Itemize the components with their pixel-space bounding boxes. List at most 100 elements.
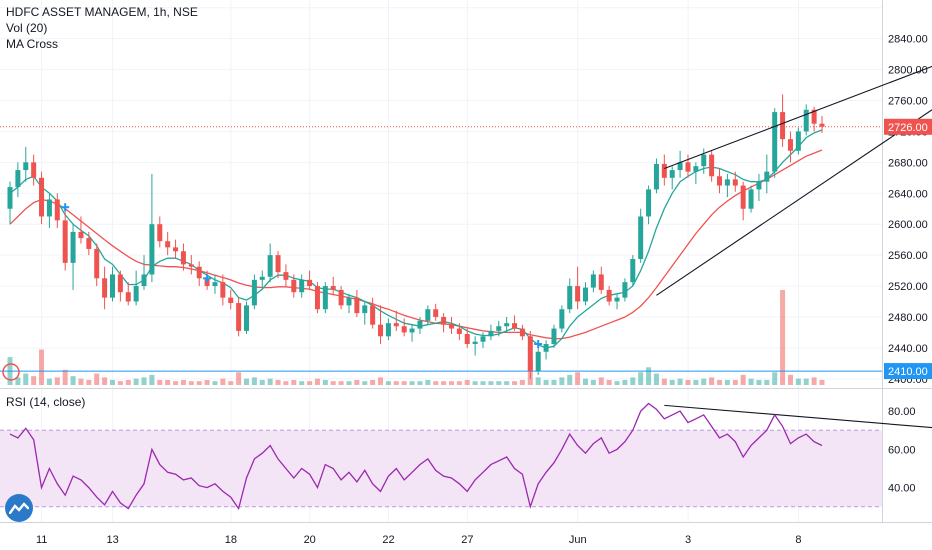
volume-bar [795,378,801,385]
trendline [664,404,932,429]
volume-bar [385,381,391,385]
volume-bar [39,349,45,385]
volume-bar [622,379,628,385]
volume-bar [480,381,486,385]
candle-body [244,305,250,331]
candle-body [165,241,171,248]
rsi-tick-label: 40.00 [888,483,916,495]
candle-body [86,238,92,249]
volume-bar [378,377,384,385]
volume-bar [417,381,423,385]
time-tick-label: 18 [225,534,237,546]
candle-body [512,323,518,329]
price-tick-label: 2600.00 [888,219,928,231]
symbol-title[interactable]: HDFC ASSET MANAGEM, 1h, NSE [6,5,198,19]
ma-cross-marker [534,340,543,349]
candle-body [275,255,281,273]
volume-bar [803,378,809,385]
candle-body [811,109,817,124]
volume-bar [582,378,588,385]
candle-body [740,185,746,209]
level-badge-text: 2410.00 [888,366,928,378]
candle-body [464,333,470,345]
candle-body [488,330,494,337]
volume-bar [441,381,447,385]
volume-bar [267,378,273,385]
ma-cross-marker [61,203,70,212]
ma-cross-marker [203,274,212,283]
candle-body [322,286,328,310]
candle-body [70,231,76,263]
volume-bar [173,381,179,385]
last-price-badge-text: 2726.00 [888,122,928,134]
volume-bar [488,381,494,385]
volume-bar [322,379,328,385]
rsi-indicator-label[interactable]: RSI (14, close) [6,395,86,409]
candle-body [732,179,738,186]
candle-body [441,316,447,325]
volume-bar [283,381,289,385]
candle-body [393,323,399,327]
volume-bar [551,379,557,385]
volume-bar [630,377,636,385]
candle-body [543,344,549,352]
candle-body [456,328,462,334]
candle-body [180,251,186,265]
last-price-badge-bg [884,118,932,135]
candle-body [724,179,730,186]
time-tick-label: Jun [569,534,587,546]
volume-bar [70,376,76,385]
volume-bar [724,379,730,385]
candle-body [717,176,723,186]
volume-bar [661,378,667,385]
candle-body [362,305,368,314]
trendline [664,65,932,170]
candle-body [709,154,715,177]
candle-body [173,247,179,252]
volume-bar [614,381,620,385]
volume-bar [102,377,108,385]
volume-bar [78,378,84,385]
candle-body [669,170,675,178]
time-tick-label: 27 [461,534,473,546]
price-tick-label: 2560.00 [888,250,928,262]
volume-bar [669,379,675,385]
candle-body [149,224,155,275]
candle-body [582,287,588,302]
price-tick-label: 2760.00 [888,96,928,108]
candle-body [299,279,305,293]
price-tick-label: 2840.00 [888,34,928,46]
candle-body [385,323,391,337]
volume-indicator-label[interactable]: Vol (20) [6,21,48,35]
volume-bar [448,381,454,385]
level-badge-bg [884,363,932,380]
candle-body [417,320,423,329]
tradingview-logo-icon[interactable] [5,494,33,522]
volume-bar [456,381,462,385]
volume-bar [330,381,336,385]
candle-body [141,274,147,287]
volume-bar [504,381,510,385]
volume-bar [567,374,573,385]
candle-body [787,139,793,151]
time-tick-label: 22 [382,534,394,546]
ma-cross-indicator-label[interactable]: MA Cross [6,37,59,51]
volume-bar [646,367,652,385]
volume-bar [519,379,525,385]
candle-body [448,324,454,329]
volume-bar [338,381,344,385]
candle-body [338,289,344,306]
time-tick-label: 3 [685,534,691,546]
candle-body [504,323,510,327]
candle-body [188,264,194,267]
candle-body [622,282,628,298]
rsi-tick-label: 80.00 [888,406,916,418]
chart-legend: HDFC ASSET MANAGEM, 1h, NSE Vol (20) MA … [6,4,198,52]
candle-body [102,278,108,298]
rsi-tick-label: 60.00 [888,444,916,456]
volume-bar [819,379,825,385]
candle-body [803,109,809,132]
volume-bar [275,379,281,385]
volume-bar [496,381,502,385]
